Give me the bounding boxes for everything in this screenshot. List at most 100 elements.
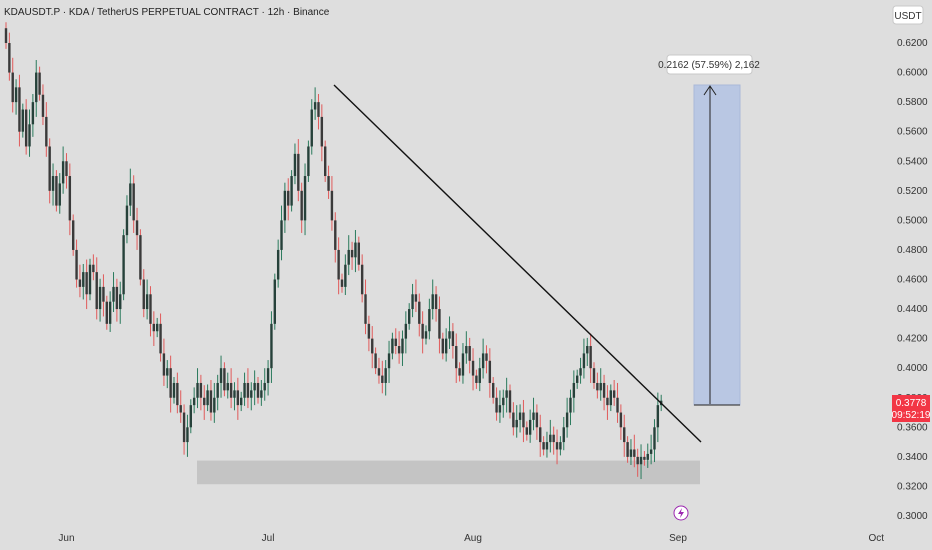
candle-body [636,456,639,465]
candle-body [293,153,297,177]
candle-body [45,116,48,147]
candle-body [58,183,61,206]
candle-body [528,419,532,435]
candle-body [61,161,65,184]
candle-body [266,368,270,383]
candle-body [424,331,428,339]
candle-body [629,449,633,457]
candle-body [545,442,549,450]
candle-body [35,72,38,103]
candle-body [189,405,192,428]
candle-body [209,390,213,413]
candle-body [576,375,579,383]
price-tick-label: 0.4400 [897,304,928,315]
candle-body [132,183,135,221]
candle-body [203,397,206,406]
candle-body [357,242,360,265]
descending-trendline[interactable] [333,84,702,443]
price-axis[interactable]: 0.6200 0.6000 0.5800 0.5600 0.5400 0.5200 0.50… [897,38,928,522]
candle-body [65,161,68,177]
candle-body [414,294,418,302]
candle-body [226,382,229,391]
candle-body [384,368,387,383]
price-tick-label: 0.5800 [897,97,928,108]
candle-body [475,375,478,383]
candle-body [330,190,334,221]
candle-body [4,28,8,43]
candle-body [485,353,488,361]
candle-body [549,434,552,443]
candle-body [347,249,350,265]
candle-body [112,286,115,302]
candle-body [592,368,596,383]
measure-range-box[interactable] [693,84,741,406]
candle-body [216,382,219,398]
candle-body [471,360,475,376]
candle-body [135,220,139,236]
price-tick-label: 0.3400 [897,452,928,463]
candle-body [169,368,172,398]
candle-body [408,309,411,324]
candle-body [236,390,240,406]
support-zone[interactable] [197,460,700,485]
candle-body [95,272,98,310]
candle-body [535,412,539,428]
candle-body [559,442,562,450]
price-tick-label: 0.4000 [897,363,928,374]
candle-body [108,301,112,324]
candle-body [105,301,108,324]
time-tick-label: Sep [669,533,687,544]
candle-body [273,279,276,324]
price-tick-label: 0.5400 [897,156,928,167]
candle-body [145,294,149,310]
time-tick-label: Oct [868,533,884,544]
candle-body [290,176,293,206]
measure-arrow-head [703,85,717,96]
candle-body [599,382,602,391]
price-tick-label: 0.5000 [897,215,928,226]
candle-body [142,279,145,310]
measure-label: 0.2162 (57.59%) 2,162 [658,60,760,71]
currency-button[interactable]: USDT [894,11,921,22]
currency-button-box[interactable] [892,5,924,25]
price-tick-label: 0.3000 [897,511,928,522]
candle-body [465,346,468,354]
candle-body [283,190,287,221]
time-axis[interactable]: JunJulAugSepOctNov [58,533,932,544]
candle-body [649,449,653,454]
candle-body [166,368,169,376]
candle-body [512,412,515,428]
price-tick-label: 0.5200 [897,186,928,197]
candle-body [21,109,24,132]
candle-body [451,331,455,347]
candle-body [243,382,246,398]
candle-body [307,146,310,177]
price-tick-label: 0.4800 [897,245,928,256]
candle-body [334,220,337,250]
candle-body [381,375,384,383]
candle-body [320,116,324,147]
price-tick-label: 0.3600 [897,422,928,433]
candle-body [98,286,102,310]
candle-body [82,272,85,287]
candle-body [31,102,35,125]
candle-body [41,94,45,117]
candle-body [502,397,505,406]
candle-body [646,453,649,460]
measure-label-box [666,54,753,75]
candle-body [488,360,492,383]
candle-body [555,442,559,450]
candle-body [85,272,88,295]
candle-body [522,412,525,428]
lightning-icon [678,508,684,518]
candle-body [172,382,176,398]
chart-title: KDAUSDT.P · KDA / TetherUS PERPETUAL CON… [4,7,330,18]
candle-body [434,294,438,310]
candle-body [572,382,576,398]
candle-body [438,309,441,339]
candle-body [149,294,152,324]
candle-body [340,279,344,287]
candle-body [206,390,209,406]
